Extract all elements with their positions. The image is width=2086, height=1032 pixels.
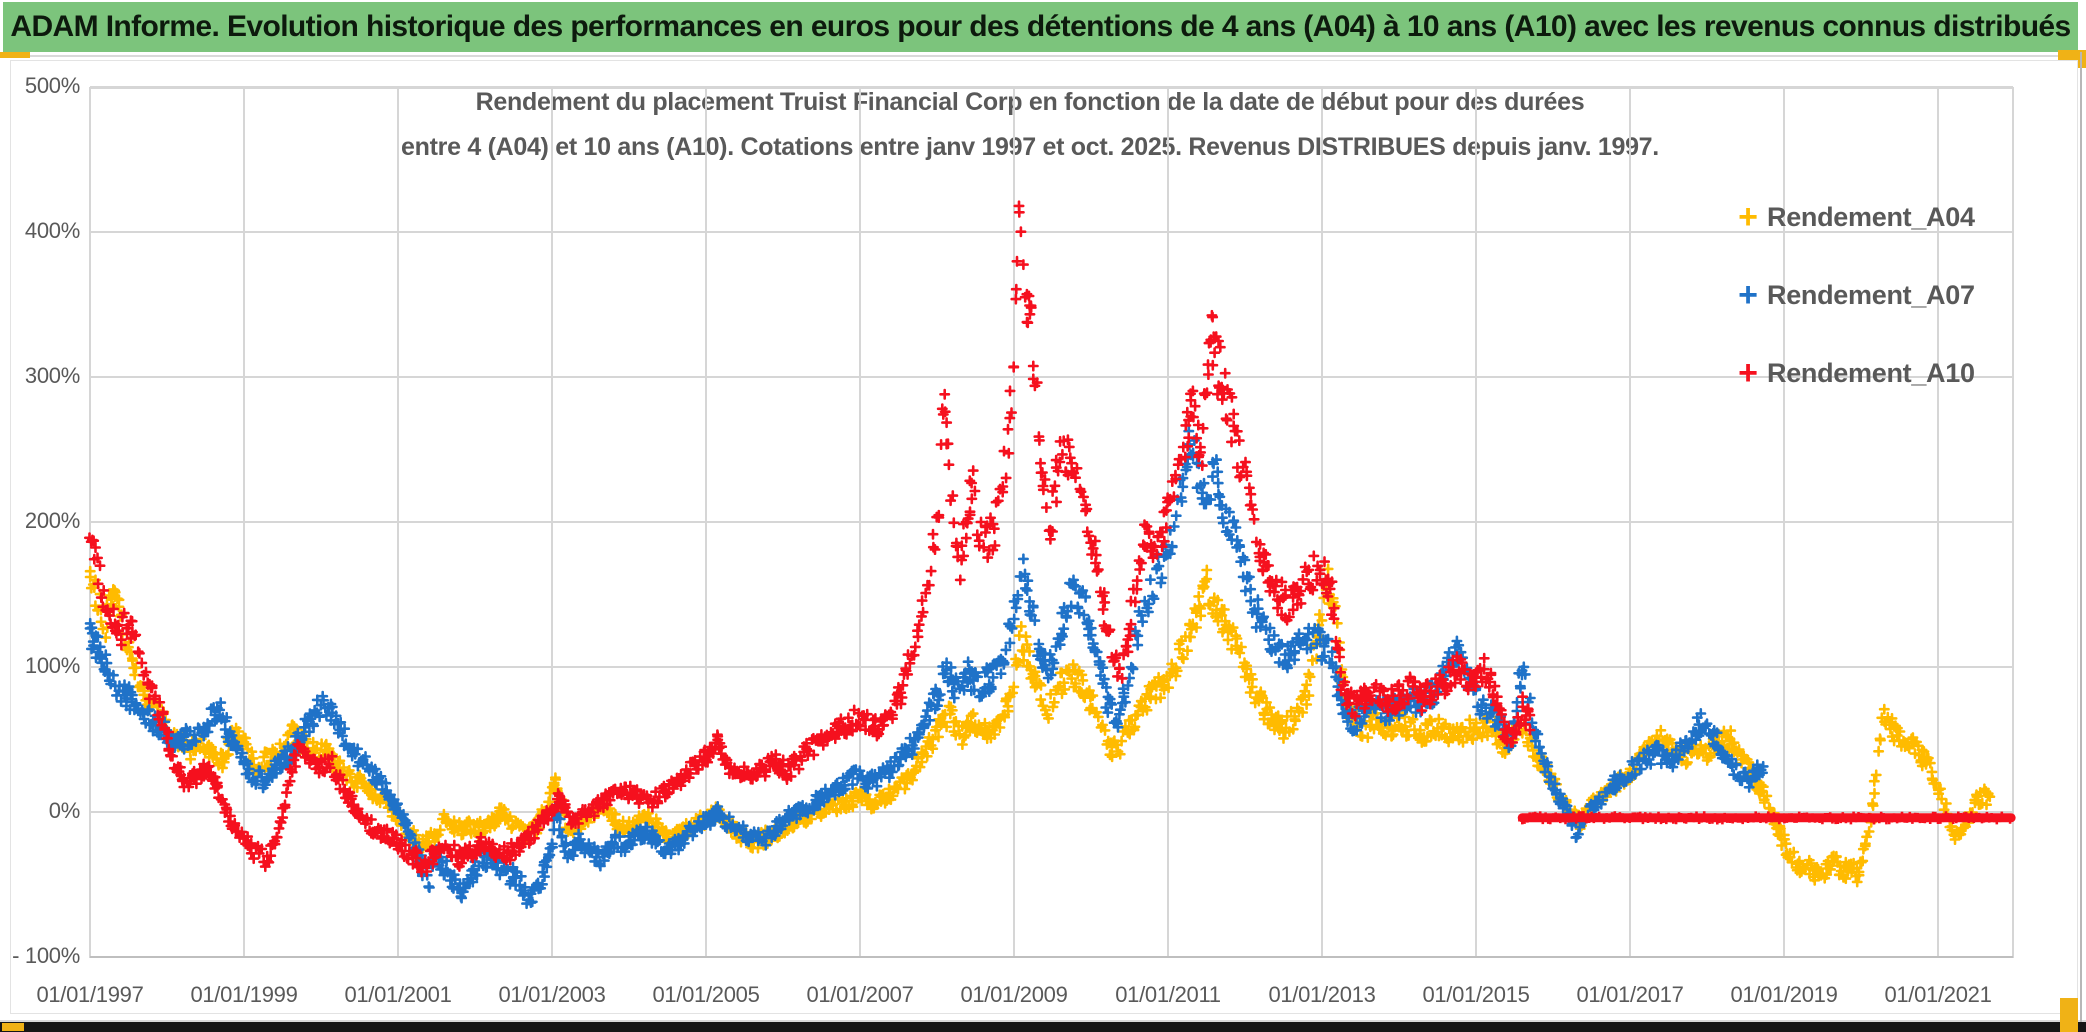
- worksheet-right-border: [2080, 52, 2082, 1022]
- x-tick-label: 01/01/2005: [652, 982, 760, 1007]
- x-tick-label: 01/01/2013: [1268, 982, 1376, 1007]
- chart-legend: + Rendement_A04 + Rendement_A07 + Rendement_A…: [1735, 196, 1975, 430]
- y-tick-label: 0%: [48, 798, 81, 823]
- x-tick-label: 01/01/2001: [344, 982, 452, 1007]
- gold-accent-bottom-right: [2060, 998, 2078, 1032]
- plus-marker-icon: +: [1738, 198, 1758, 236]
- legend-label: Rendement_A07: [1767, 279, 1975, 310]
- x-tick-label: 01/01/2019: [1730, 982, 1838, 1007]
- x-tick-label: 01/01/2009: [960, 982, 1068, 1007]
- y-tick-label: - 100%: [12, 943, 80, 968]
- x-tick-label: 01/01/1999: [190, 982, 298, 1007]
- y-tick-label: 100%: [24, 653, 80, 678]
- legend-item-rendement_a10[interactable]: + Rendement_A10: [1735, 352, 1975, 394]
- y-tick-label: 200%: [24, 508, 80, 533]
- x-tick-label: 01/01/2021: [1884, 982, 1992, 1007]
- series-rendement_a10[interactable]: [84, 200, 1536, 878]
- y-tick-label: 400%: [24, 218, 80, 243]
- x-tick-label: 01/01/2017: [1576, 982, 1684, 1007]
- workbook-title-banner: ADAM Informe. Evolution historique des p…: [3, 2, 2078, 52]
- y-tick-label: 300%: [24, 363, 80, 388]
- series-rendement_a07[interactable]: [84, 425, 1769, 910]
- flat-line-a10[interactable]: [1517, 811, 2016, 825]
- x-tick-label: 01/01/2015: [1422, 982, 1530, 1007]
- banner-divider: [0, 55, 2078, 57]
- plus-marker-icon: +: [1738, 276, 1758, 314]
- gold-accent-top-left: [0, 52, 30, 58]
- banner-title-text: ADAM Informe. Evolution historique des p…: [10, 10, 2071, 43]
- legend-label: Rendement_A10: [1767, 357, 1975, 388]
- bottom-bar: [0, 1022, 2086, 1032]
- x-tick-label: 01/01/2003: [498, 982, 606, 1007]
- x-tick-label: 01/01/2007: [806, 982, 914, 1007]
- plus-marker-icon: +: [1738, 354, 1758, 392]
- legend-item-rendement_a04[interactable]: + Rendement_A04: [1735, 196, 1975, 238]
- y-tick-label: 500%: [24, 73, 80, 98]
- chart-object[interactable]: [10, 60, 2078, 1014]
- legend-item-rendement_a07[interactable]: + Rendement_A07: [1735, 274, 1975, 316]
- bottom-divider: [0, 1020, 2086, 1022]
- x-tick-label: 01/01/1997: [36, 982, 144, 1007]
- x-tick-label: 01/01/2011: [1115, 982, 1221, 1007]
- gold-accent-bottom-left: [2, 1023, 24, 1031]
- gridlines: [89, 86, 2014, 958]
- legend-label: Rendement_A04: [1767, 201, 1975, 232]
